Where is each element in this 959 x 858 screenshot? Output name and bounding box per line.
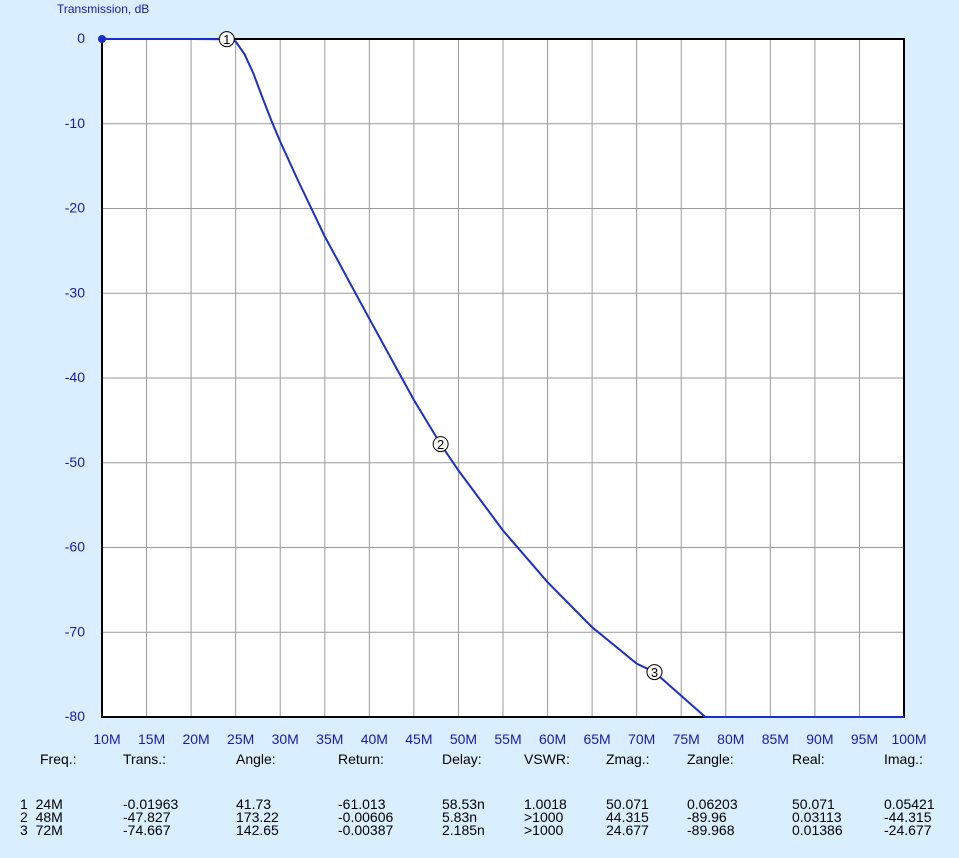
y-tick-label: 0 xyxy=(77,30,85,46)
x-tick-label: 45M xyxy=(405,731,432,747)
table-cell: 5.83n xyxy=(442,809,478,825)
markers: 1 2 3 xyxy=(218,31,663,681)
x-tick-label: 100M xyxy=(891,731,926,747)
table-cell: 0.03113 xyxy=(792,809,842,825)
y-tick-label: -10 xyxy=(65,115,85,131)
x-tick-label: 70M xyxy=(628,731,655,747)
table-header: Imag.: xyxy=(884,751,923,767)
marker-label: 2 xyxy=(437,437,444,452)
table-cell: 3 72M xyxy=(20,822,63,838)
table-header: Return: xyxy=(338,751,384,767)
table-cell: >1000 xyxy=(524,822,564,838)
x-tick-label: 50M xyxy=(450,731,477,747)
table-cell: 1 24M xyxy=(20,796,63,812)
table-cell: 173.22 xyxy=(236,809,279,825)
x-tick-label: 20M xyxy=(182,731,209,747)
table-cell: 50.071 xyxy=(606,796,649,812)
transmission-curve xyxy=(102,38,904,718)
table-cell: 2 48M xyxy=(20,809,63,825)
table-cell: -44.315 xyxy=(884,809,932,825)
table-cell: -74.667 xyxy=(123,822,171,838)
x-tick-label: 35M xyxy=(316,731,343,747)
table-cell: 0.05421 xyxy=(884,796,935,812)
table-cell: -89.96 xyxy=(687,809,727,825)
table-header: Freq.: xyxy=(40,751,77,767)
x-tick-label: 95M xyxy=(851,731,878,747)
x-tick-label: 80M xyxy=(717,731,744,747)
table-cell: 58.53n xyxy=(442,796,485,812)
table-header: Zmag.: xyxy=(606,751,650,767)
y-tick-label: -70 xyxy=(65,623,85,639)
marker-table: Freq.: Trans.: Angle: Return: Delay: VSWR: Zma… xyxy=(0,748,959,858)
x-tick-label: 75M xyxy=(673,731,700,747)
marker-2: 2 xyxy=(432,436,449,453)
table-cell: -89.968 xyxy=(687,822,735,838)
table-cell: -61.013 xyxy=(338,796,386,812)
y-tick-label: -50 xyxy=(65,454,85,470)
table-header: Trans.: xyxy=(123,751,167,767)
table-header: Delay: xyxy=(442,751,482,767)
marker-label: 3 xyxy=(651,665,658,680)
y-tick-label: -30 xyxy=(65,284,85,300)
marker-1: 1 xyxy=(218,31,235,48)
table-cell: -0.00387 xyxy=(338,822,394,838)
y-tick-label: -40 xyxy=(65,369,85,385)
x-tick-label: 15M xyxy=(138,731,165,747)
table-cell: -0.00606 xyxy=(338,809,394,825)
table-cell: 0.06203 xyxy=(687,796,738,812)
y-axis-title: Transmission, dB xyxy=(57,2,149,16)
marker-circle xyxy=(432,436,449,453)
x-tick-label: 30M xyxy=(272,731,299,747)
x-tick-label: 60M xyxy=(539,731,566,747)
y-tick-labels: 0 -10 -20 -30 -40 -50 -60 -70 -80 xyxy=(65,30,85,724)
table-cell: -24.677 xyxy=(884,822,932,838)
table-cell: -47.827 xyxy=(123,809,171,825)
marker-circle xyxy=(646,664,663,681)
table-cell: 24.677 xyxy=(606,822,649,838)
marker-3: 3 xyxy=(646,664,663,681)
marker-label: 1 xyxy=(223,32,230,47)
table-header: Angle: xyxy=(236,751,276,767)
transmission-chart: Transmission, dB 0 -10 -20 -30 -40 -50 -60 -70 -… xyxy=(57,2,927,747)
table-cell: >1000 xyxy=(524,809,564,825)
y-tick-label: -60 xyxy=(65,539,85,555)
x-tick-label: 55M xyxy=(494,731,521,747)
table-cell: 2.185n xyxy=(442,822,485,838)
grid xyxy=(101,38,905,718)
x-tick-label: 65M xyxy=(583,731,610,747)
x-tick-label: 90M xyxy=(806,731,833,747)
table-cell: 0.01386 xyxy=(792,822,843,838)
table-header: Zangle: xyxy=(687,751,734,767)
table-header: VSWR: xyxy=(524,751,570,767)
table-cell: 44.315 xyxy=(606,809,649,825)
table-cell: 142.65 xyxy=(236,822,279,838)
marker-circle xyxy=(218,31,235,48)
origin-point xyxy=(98,35,106,43)
x-tick-label: 40M xyxy=(361,731,388,747)
y-tick-label: -80 xyxy=(65,708,85,724)
table-cell: 41.73 xyxy=(236,796,272,812)
x-tick-label: 10M xyxy=(93,731,120,747)
table-cell: 50.071 xyxy=(792,796,835,812)
table-cell: 1.0018 xyxy=(524,796,567,812)
x-tick-label: 85M xyxy=(762,731,789,747)
x-tick-labels: 10M 15M 20M 25M 30M 35M 40M 45M 50M 55M 60M 65M 70M 7… xyxy=(93,731,926,747)
y-tick-label: -20 xyxy=(65,200,85,216)
plot-frame xyxy=(101,38,905,718)
table-header: Real: xyxy=(792,751,825,767)
table-cell: -0.01963 xyxy=(123,796,179,812)
x-tick-label: 25M xyxy=(227,731,254,747)
